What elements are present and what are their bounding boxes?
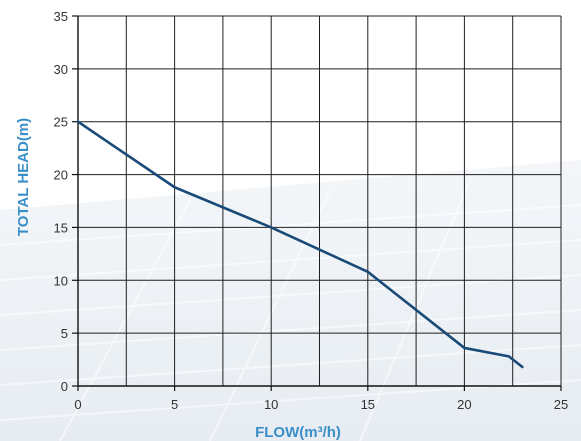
x-tick-label: 20 xyxy=(457,397,471,412)
x-tick-label: 25 xyxy=(554,397,568,412)
y-tick-label: 25 xyxy=(54,115,68,130)
grid xyxy=(77,15,562,387)
axes xyxy=(72,15,562,391)
y-axis-label: TOTAL HEAD(m) xyxy=(15,118,32,236)
x-tick-label: 0 xyxy=(74,397,81,412)
x-tick-label: 10 xyxy=(264,397,278,412)
x-tick-label: 5 xyxy=(171,397,178,412)
y-tick-label: 0 xyxy=(61,379,68,394)
y-tick-label: 35 xyxy=(54,9,68,24)
y-tick-label: 5 xyxy=(61,326,68,341)
series xyxy=(76,120,524,369)
y-tick-label: 15 xyxy=(54,220,68,235)
tick-labels: 0 5 10 15 20 25 30 35 0 5 10 15 20 25 xyxy=(54,9,569,412)
x-axis-label: FLOW(m³/h) xyxy=(255,424,341,441)
y-tick-label: 30 xyxy=(54,62,68,77)
y-tick-label: 10 xyxy=(54,273,68,288)
y-tick-label: 20 xyxy=(54,168,68,183)
background-texture xyxy=(0,160,581,441)
head-flow-curve xyxy=(76,120,524,369)
x-tick-label: 15 xyxy=(361,397,375,412)
